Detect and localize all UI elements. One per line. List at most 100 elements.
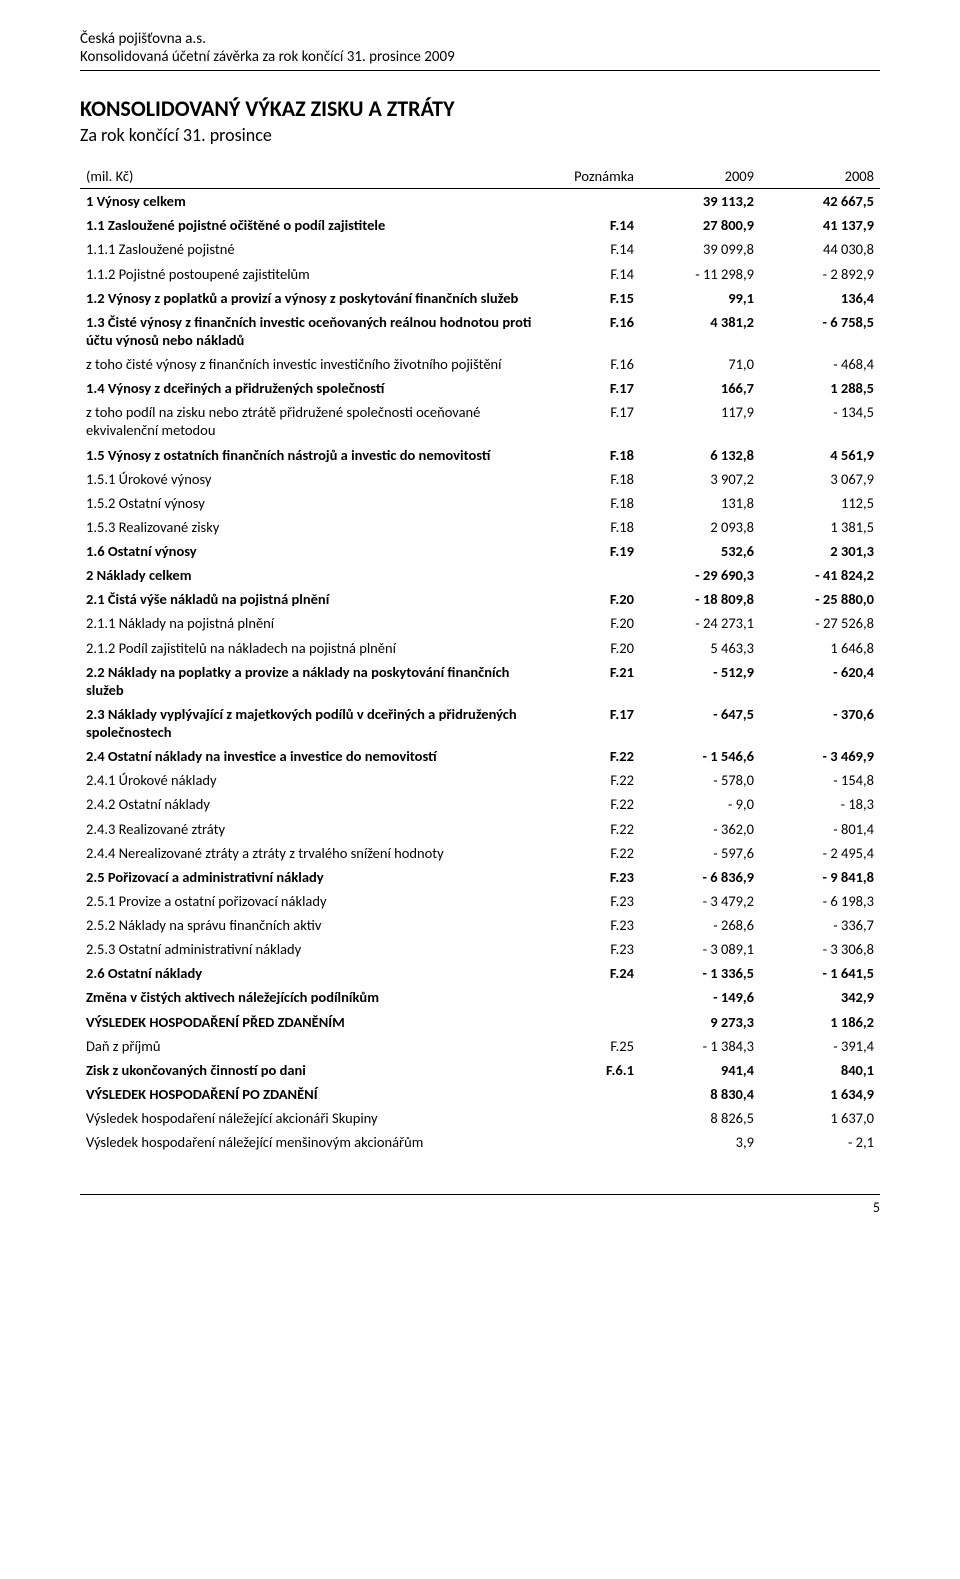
row-value-2008: - 27 526,8 [760, 611, 880, 635]
row-value-2009: 9 273,3 [640, 1010, 760, 1034]
row-value-2009: 39 099,8 [640, 237, 760, 261]
table-row: 1.6 Ostatní výnosyF.19532,62 301,3 [80, 539, 880, 563]
row-value-2008: - 2 892,9 [760, 262, 880, 286]
row-value-2009: - 3 089,1 [640, 937, 760, 961]
row-value-2009: 8 830,4 [640, 1082, 760, 1106]
table-row: Výsledek hospodaření náležející akcionář… [80, 1106, 880, 1130]
row-value-2008: 1 288,5 [760, 376, 880, 400]
row-note: F.23 [544, 937, 640, 961]
row-value-2009: 71,0 [640, 352, 760, 376]
table-row: 1.5.2 Ostatní výnosyF.18131,8112,5 [80, 491, 880, 515]
row-note: F.20 [544, 587, 640, 611]
row-label: 2.1.1 Náklady na pojistná plnění [80, 611, 544, 635]
row-value-2009: - 362,0 [640, 817, 760, 841]
row-note: F.20 [544, 611, 640, 635]
row-value-2008: 1 646,8 [760, 636, 880, 660]
table-row: 2.5.3 Ostatní administrativní nákladyF.2… [80, 937, 880, 961]
col-unit: (mil. Kč) [80, 164, 544, 189]
row-value-2008: - 2 495,4 [760, 841, 880, 865]
row-value-2008: - 391,4 [760, 1034, 880, 1058]
row-label: 1.5.1 Úrokové výnosy [80, 467, 544, 491]
row-note: F.14 [544, 213, 640, 237]
row-value-2008: 1 637,0 [760, 1106, 880, 1130]
table-row: Výsledek hospodaření náležející menšinov… [80, 1130, 880, 1154]
row-note: F.18 [544, 443, 640, 467]
row-value-2009: - 1 384,3 [640, 1034, 760, 1058]
row-note: F.22 [544, 768, 640, 792]
row-value-2009: - 9,0 [640, 792, 760, 816]
row-note: F.14 [544, 237, 640, 261]
row-value-2009: - 18 809,8 [640, 587, 760, 611]
row-value-2009: 3 907,2 [640, 467, 760, 491]
table-row: 2.4.4 Nerealizované ztráty a ztráty z tr… [80, 841, 880, 865]
table-row: 1.2 Výnosy z poplatků a provizí a výnosy… [80, 286, 880, 310]
row-value-2009: - 3 479,2 [640, 889, 760, 913]
row-note: F.20 [544, 636, 640, 660]
row-label: 2.5.1 Provize a ostatní pořizovací nákla… [80, 889, 544, 913]
row-value-2008: 1 634,9 [760, 1082, 880, 1106]
income-statement-table: (mil. Kč) Poznámka 2009 2008 1 Výnosy ce… [80, 164, 880, 1154]
row-label: 1 Výnosy celkem [80, 189, 544, 214]
row-note: F.23 [544, 889, 640, 913]
page-footer: 5 [80, 1194, 880, 1216]
row-value-2008: - 620,4 [760, 660, 880, 702]
row-value-2008: - 3 469,9 [760, 744, 880, 768]
row-value-2009: 131,8 [640, 491, 760, 515]
row-value-2009: 2 093,8 [640, 515, 760, 539]
row-note: F.16 [544, 352, 640, 376]
table-row: 1.3 Čisté výnosy z finančních investic o… [80, 310, 880, 352]
table-row: 2.3 Náklady vyplývající z majetkových po… [80, 702, 880, 744]
row-value-2009: - 1 336,5 [640, 961, 760, 985]
row-note [544, 1106, 640, 1130]
row-value-2008: - 9 841,8 [760, 865, 880, 889]
row-label: 1.5.3 Realizované zisky [80, 515, 544, 539]
row-value-2009: 6 132,8 [640, 443, 760, 467]
row-value-2009: 39 113,2 [640, 189, 760, 214]
row-note: F.25 [544, 1034, 640, 1058]
table-row: 1.1 Zasloužené pojistné očištěné o podíl… [80, 213, 880, 237]
row-note [544, 985, 640, 1009]
row-value-2008: - 18,3 [760, 792, 880, 816]
row-label: 1.5 Výnosy z ostatních finančních nástro… [80, 443, 544, 467]
row-value-2008: 3 067,9 [760, 467, 880, 491]
table-row: 1.1.1 Zasloužené pojistnéF.1439 099,844 … [80, 237, 880, 261]
row-value-2008: - 370,6 [760, 702, 880, 744]
row-value-2008: - 41 824,2 [760, 563, 880, 587]
col-year-2: 2008 [760, 164, 880, 189]
table-row: 2.4.2 Ostatní nákladyF.22- 9,0- 18,3 [80, 792, 880, 816]
row-value-2009: - 647,5 [640, 702, 760, 744]
table-row: 1.5.1 Úrokové výnosyF.183 907,23 067,9 [80, 467, 880, 491]
row-value-2008: - 3 306,8 [760, 937, 880, 961]
table-row: z toho čisté výnosy z finančních investi… [80, 352, 880, 376]
table-row: VÝSLEDEK HOSPODAŘENÍ PO ZDANĚNÍ8 830,41 … [80, 1082, 880, 1106]
row-note: F.22 [544, 792, 640, 816]
table-row: 2.1.2 Podíl zajistitelů na nákladech na … [80, 636, 880, 660]
table-row: 1 Výnosy celkem39 113,242 667,5 [80, 189, 880, 214]
row-value-2009: - 149,6 [640, 985, 760, 1009]
table-row: 2.5.1 Provize a ostatní pořizovací nákla… [80, 889, 880, 913]
row-value-2008: - 468,4 [760, 352, 880, 376]
row-value-2008: - 6 758,5 [760, 310, 880, 352]
row-value-2008: 2 301,3 [760, 539, 880, 563]
row-note: F.19 [544, 539, 640, 563]
row-label: 2.6 Ostatní náklady [80, 961, 544, 985]
row-value-2008: - 25 880,0 [760, 587, 880, 611]
table-row: 2.2 Náklady na poplatky a provize a nákl… [80, 660, 880, 702]
row-value-2008: - 336,7 [760, 913, 880, 937]
row-value-2008: 840,1 [760, 1058, 880, 1082]
row-value-2009: 99,1 [640, 286, 760, 310]
page-number: 5 [873, 1199, 880, 1216]
row-value-2009: - 24 273,1 [640, 611, 760, 635]
row-value-2008: 41 137,9 [760, 213, 880, 237]
table-row: 2.4 Ostatní náklady na investice a inves… [80, 744, 880, 768]
row-note: F.6.1 [544, 1058, 640, 1082]
row-value-2009: - 1 546,6 [640, 744, 760, 768]
row-value-2008: 4 561,9 [760, 443, 880, 467]
row-label: z toho čisté výnosy z finančních investi… [80, 352, 544, 376]
row-label: 1.2 Výnosy z poplatků a provizí a výnosy… [80, 286, 544, 310]
row-label: 2.5.3 Ostatní administrativní náklady [80, 937, 544, 961]
row-note [544, 1082, 640, 1106]
row-label: Změna v čistých aktivech náležejících po… [80, 985, 544, 1009]
table-row: 2.5.2 Náklady na správu finančních aktiv… [80, 913, 880, 937]
table-row: 2.1.1 Náklady na pojistná plněníF.20- 24… [80, 611, 880, 635]
